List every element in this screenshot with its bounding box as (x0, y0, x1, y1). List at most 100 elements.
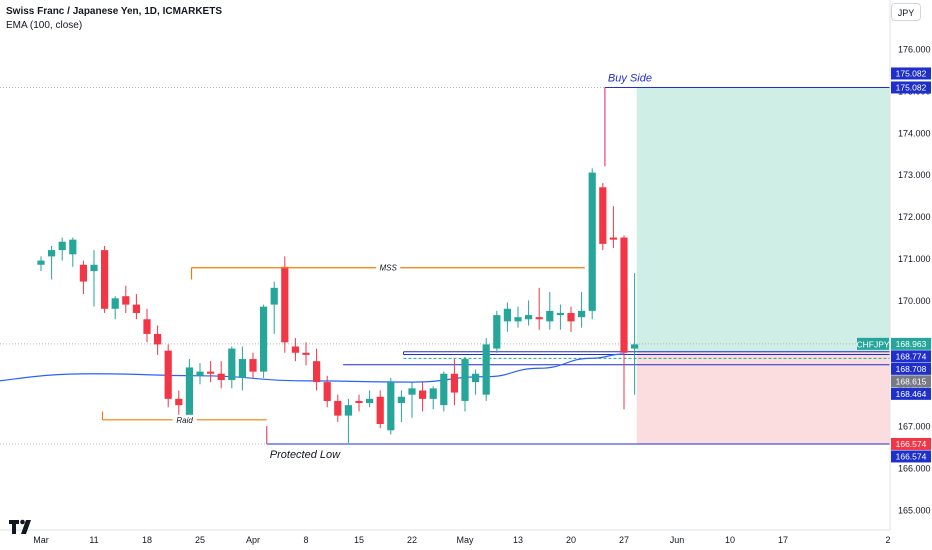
price-label: 175.082 (896, 68, 927, 78)
time-tick-label: Jun (670, 535, 685, 545)
candle-body (122, 296, 130, 305)
price-label: 168.615 (896, 376, 927, 386)
candle (355, 394, 363, 412)
candle (323, 375, 331, 408)
candle-body (408, 388, 416, 395)
time-tick-label: 25 (195, 535, 205, 545)
candle-body (249, 359, 257, 372)
candle-body (588, 172, 596, 311)
candle (609, 206, 617, 249)
price-label-bg (891, 437, 931, 450)
candle (132, 294, 140, 320)
indicator-legend[interactable]: EMA (100, close) (6, 20, 83, 31)
price-label: 168.464 (896, 389, 927, 399)
candle (514, 306, 522, 328)
candle (535, 287, 543, 330)
candle (599, 183, 607, 251)
raid-label-bg (172, 414, 197, 425)
time-tick-label: 18 (142, 535, 152, 545)
candle (556, 304, 564, 330)
candle (185, 359, 193, 422)
candle-body (429, 388, 437, 399)
time-tick-label: Apr (246, 535, 260, 545)
candle-body (132, 304, 140, 313)
price-label-bg (891, 450, 931, 463)
candle (37, 256, 45, 272)
candle-body (599, 187, 607, 244)
candle-body (101, 250, 109, 309)
candle (260, 304, 268, 378)
candle-body (387, 382, 395, 431)
mss-label: MSS (379, 264, 397, 273)
candle (482, 338, 490, 401)
candle-body (281, 266, 289, 343)
candle-body (556, 312, 564, 316)
price-label: 168.774 (896, 351, 927, 361)
candle-body (503, 308, 511, 322)
candle-body (631, 344, 639, 349)
time-tick-label: 2 (885, 535, 890, 545)
position-zones (636, 87, 890, 444)
candle (196, 363, 204, 385)
ema-100-line (0, 353, 625, 383)
candle-body (58, 241, 66, 251)
candle-body (397, 396, 405, 404)
price-label: 168.963 (896, 339, 927, 349)
candle-body (48, 250, 56, 257)
candle-body (207, 371, 215, 374)
price-tick-label: 173.000 (898, 170, 931, 180)
candle-body (567, 312, 575, 322)
candle-body (175, 398, 183, 406)
candle (450, 359, 458, 406)
candle (461, 356, 469, 412)
candle-body (291, 346, 299, 353)
price-tick-label: 165.000 (898, 505, 931, 515)
candle-body (355, 400, 363, 404)
candle-body (111, 298, 119, 309)
currency-button[interactable]: JPY (891, 3, 921, 21)
candle-body (578, 310, 586, 318)
candle-body (472, 373, 480, 383)
chart-header: Swiss Franc / Japanese Yen, 1D, ICMARKET… (6, 5, 222, 33)
candle (302, 342, 310, 366)
candle (408, 382, 416, 418)
candle (567, 306, 575, 332)
candle-body (440, 373, 448, 406)
candle-body (143, 319, 151, 334)
candle (154, 325, 162, 355)
candle-body (260, 306, 268, 372)
symbol-title[interactable]: Swiss Franc / Japanese Yen, 1D, ICMARKET… (6, 6, 223, 17)
candle (631, 273, 639, 395)
candle-body (37, 260, 45, 265)
candle-body (620, 237, 628, 353)
price-tick-label: 170.000 (898, 296, 931, 306)
candle (334, 394, 342, 422)
candle (387, 377, 395, 435)
candle (291, 338, 299, 362)
stop-zone (636, 351, 890, 444)
time-tick-label: May (456, 535, 474, 545)
protected-low-label: Protected Low (270, 449, 341, 461)
time-tick-label: 27 (619, 535, 629, 545)
price-label: 166.574 (896, 439, 927, 449)
candle-body (323, 382, 331, 401)
price-tick-label: 176.000 (898, 45, 931, 55)
candle (376, 390, 384, 429)
candle (79, 260, 87, 295)
time-tick-label: 10 (725, 535, 735, 545)
candle (90, 250, 98, 307)
candle-body (525, 315, 533, 320)
candle-body (334, 400, 342, 416)
candle (228, 346, 236, 389)
candle (217, 361, 225, 389)
price-tick-label: 167.000 (898, 422, 931, 432)
time-axis[interactable]: Mar 11 18 25 Apr 8 15 22 May 13 20 27 Jun 10 17 2 (0, 529, 891, 545)
candle-body (514, 317, 522, 322)
tradingview-logo-icon[interactable] (7, 514, 37, 538)
candle-body (344, 405, 352, 416)
candle-body (196, 371, 204, 376)
candle (111, 296, 119, 320)
candle-body (482, 344, 490, 395)
candle-body (185, 367, 193, 418)
